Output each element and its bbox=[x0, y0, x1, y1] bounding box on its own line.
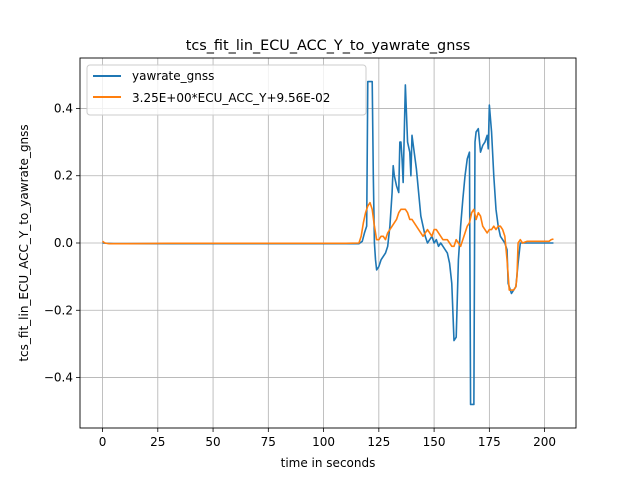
y-tick-label: 0.0 bbox=[54, 236, 73, 250]
x-tick-label: 100 bbox=[312, 435, 335, 449]
x-axis: 0 25 50 75 100 125 150 175 200 bbox=[99, 428, 556, 449]
legend-label-yawrate-gnss: yawrate_gnss bbox=[132, 69, 214, 83]
x-tick-label: 25 bbox=[150, 435, 165, 449]
x-tick-label: 75 bbox=[261, 435, 276, 449]
x-axis-label: time in seconds bbox=[281, 456, 376, 470]
legend-label-fit: 3.25E+00*ECU_ACC_Y+9.56E-02 bbox=[132, 91, 330, 105]
x-tick-label: 125 bbox=[367, 435, 390, 449]
chart-title: tcs_fit_lin_ECU_ACC_Y_to_yawrate_gnss bbox=[186, 38, 471, 54]
legend-box bbox=[86, 64, 367, 116]
y-tick-label: 0.4 bbox=[54, 101, 73, 115]
x-tick-label: 150 bbox=[423, 435, 446, 449]
x-tick-label: 50 bbox=[205, 435, 220, 449]
legend: yawrate_gnss 3.25E+00*ECU_ACC_Y+9.56E-02 bbox=[86, 64, 367, 116]
y-tick-label: −0.4 bbox=[44, 371, 73, 385]
series-line-fit bbox=[102, 201, 554, 291]
series-line-yawrate-gnss bbox=[102, 80, 554, 406]
y-axis: −0.4 −0.2 0.0 0.2 0.4 bbox=[44, 101, 80, 385]
x-tick-label: 175 bbox=[478, 435, 501, 449]
x-tick-label: 0 bbox=[99, 435, 107, 449]
x-tick-label: 200 bbox=[533, 435, 556, 449]
y-tick-label: 0.2 bbox=[54, 169, 73, 183]
plot-series bbox=[102, 80, 554, 406]
y-tick-label: −0.2 bbox=[44, 303, 73, 317]
y-axis-label: tcs_fit_lin_ECU_ACC_Y_to_yawrate_gnss bbox=[17, 124, 31, 361]
